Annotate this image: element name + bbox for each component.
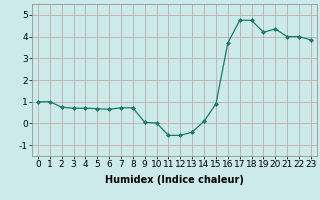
X-axis label: Humidex (Indice chaleur): Humidex (Indice chaleur) <box>105 175 244 185</box>
